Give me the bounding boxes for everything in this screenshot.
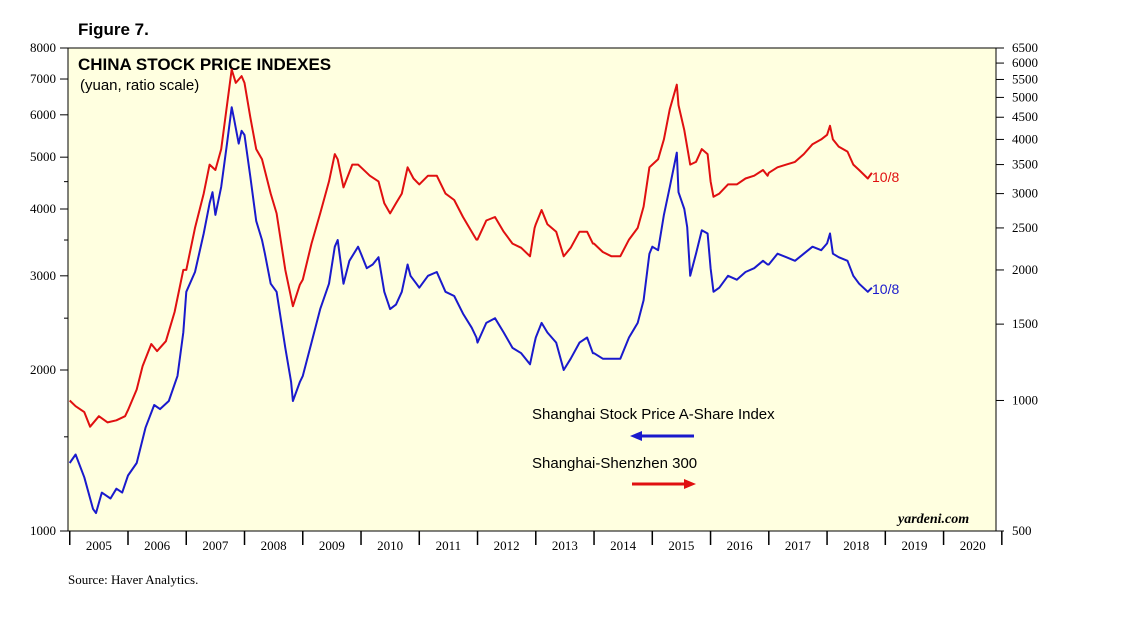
brand-watermark: yardeni.com <box>896 512 969 527</box>
left-tick-label: 6000 <box>30 107 56 122</box>
left-tick-label: 3000 <box>30 268 56 283</box>
left-tick-label: 2000 <box>30 362 56 377</box>
plot-area <box>67 47 997 532</box>
x-tick-label: 2015 <box>668 538 694 553</box>
chart-subtitle: (yuan, ratio scale) <box>80 77 199 94</box>
x-tick-label: 2013 <box>552 538 578 553</box>
x-tick-label: 2019 <box>901 538 927 553</box>
left-tick-label: 7000 <box>30 71 56 86</box>
left-axis: 8000 7000 6000 5000 4000 3000 2000 1000 <box>30 40 68 538</box>
x-tick-label: 2014 <box>610 538 637 553</box>
right-tick-label: 2000 <box>1012 262 1038 277</box>
right-tick-label: 5500 <box>1012 71 1038 86</box>
legend-label-csi300: Shanghai-Shenzhen 300 <box>532 455 697 472</box>
series-line-shanghai <box>68 106 873 515</box>
chart-title: CHINA STOCK PRICE INDEXES <box>78 55 331 74</box>
right-tick-label: 2500 <box>1012 220 1038 235</box>
series-layer <box>68 68 873 515</box>
x-tick-label: 2016 <box>727 538 754 553</box>
x-tick-label: 2008 <box>261 538 287 553</box>
right-tick-label: 1000 <box>1012 392 1038 407</box>
x-axis: 2005 2006 2007 2008 2009 2010 2011 2012 2013 2014… <box>68 531 1003 553</box>
left-tick-label: 4000 <box>30 201 56 216</box>
x-tick-label: 2012 <box>494 538 520 553</box>
right-tick-label: 500 <box>1012 523 1032 538</box>
right-tick-label: 4500 <box>1012 109 1038 124</box>
right-tick-label: 4000 <box>1012 131 1038 146</box>
right-tick-label: 6000 <box>1012 55 1038 70</box>
right-tick-label: 5000 <box>1012 89 1038 104</box>
right-tick-label: 1500 <box>1012 316 1038 331</box>
x-tick-label: 2011 <box>436 538 462 553</box>
left-tick-label: 1000 <box>30 523 56 538</box>
left-tick-label: 5000 <box>30 149 56 164</box>
x-tick-label: 2009 <box>319 538 345 553</box>
right-tick-label: 3000 <box>1012 186 1038 201</box>
x-tick-label: 2010 <box>377 538 403 553</box>
x-tick-label: 2020 <box>960 538 986 553</box>
right-tick-label: 6500 <box>1012 40 1038 55</box>
x-tick-label: 2017 <box>785 538 812 553</box>
x-tick-label: 2018 <box>843 538 869 553</box>
legend-arrow-right-icon <box>632 479 696 489</box>
right-tick-label: 3500 <box>1012 157 1038 172</box>
end-label-shanghai: 10/8 <box>872 281 899 297</box>
x-tick-label: 2005 <box>86 538 112 553</box>
end-label-csi300: 10/8 <box>872 169 899 185</box>
x-tick-label: 2007 <box>202 538 229 553</box>
x-tick-label: 2006 <box>144 538 171 553</box>
source-note: Source: Haver Analytics. <box>68 572 198 587</box>
legend-arrow-left-icon <box>630 431 694 441</box>
figure-label: Figure 7. <box>78 20 149 39</box>
series-line-csi300 <box>69 68 873 428</box>
legend-label-shanghai: Shanghai Stock Price A-Share Index <box>532 406 775 423</box>
left-tick-label: 8000 <box>30 40 56 55</box>
